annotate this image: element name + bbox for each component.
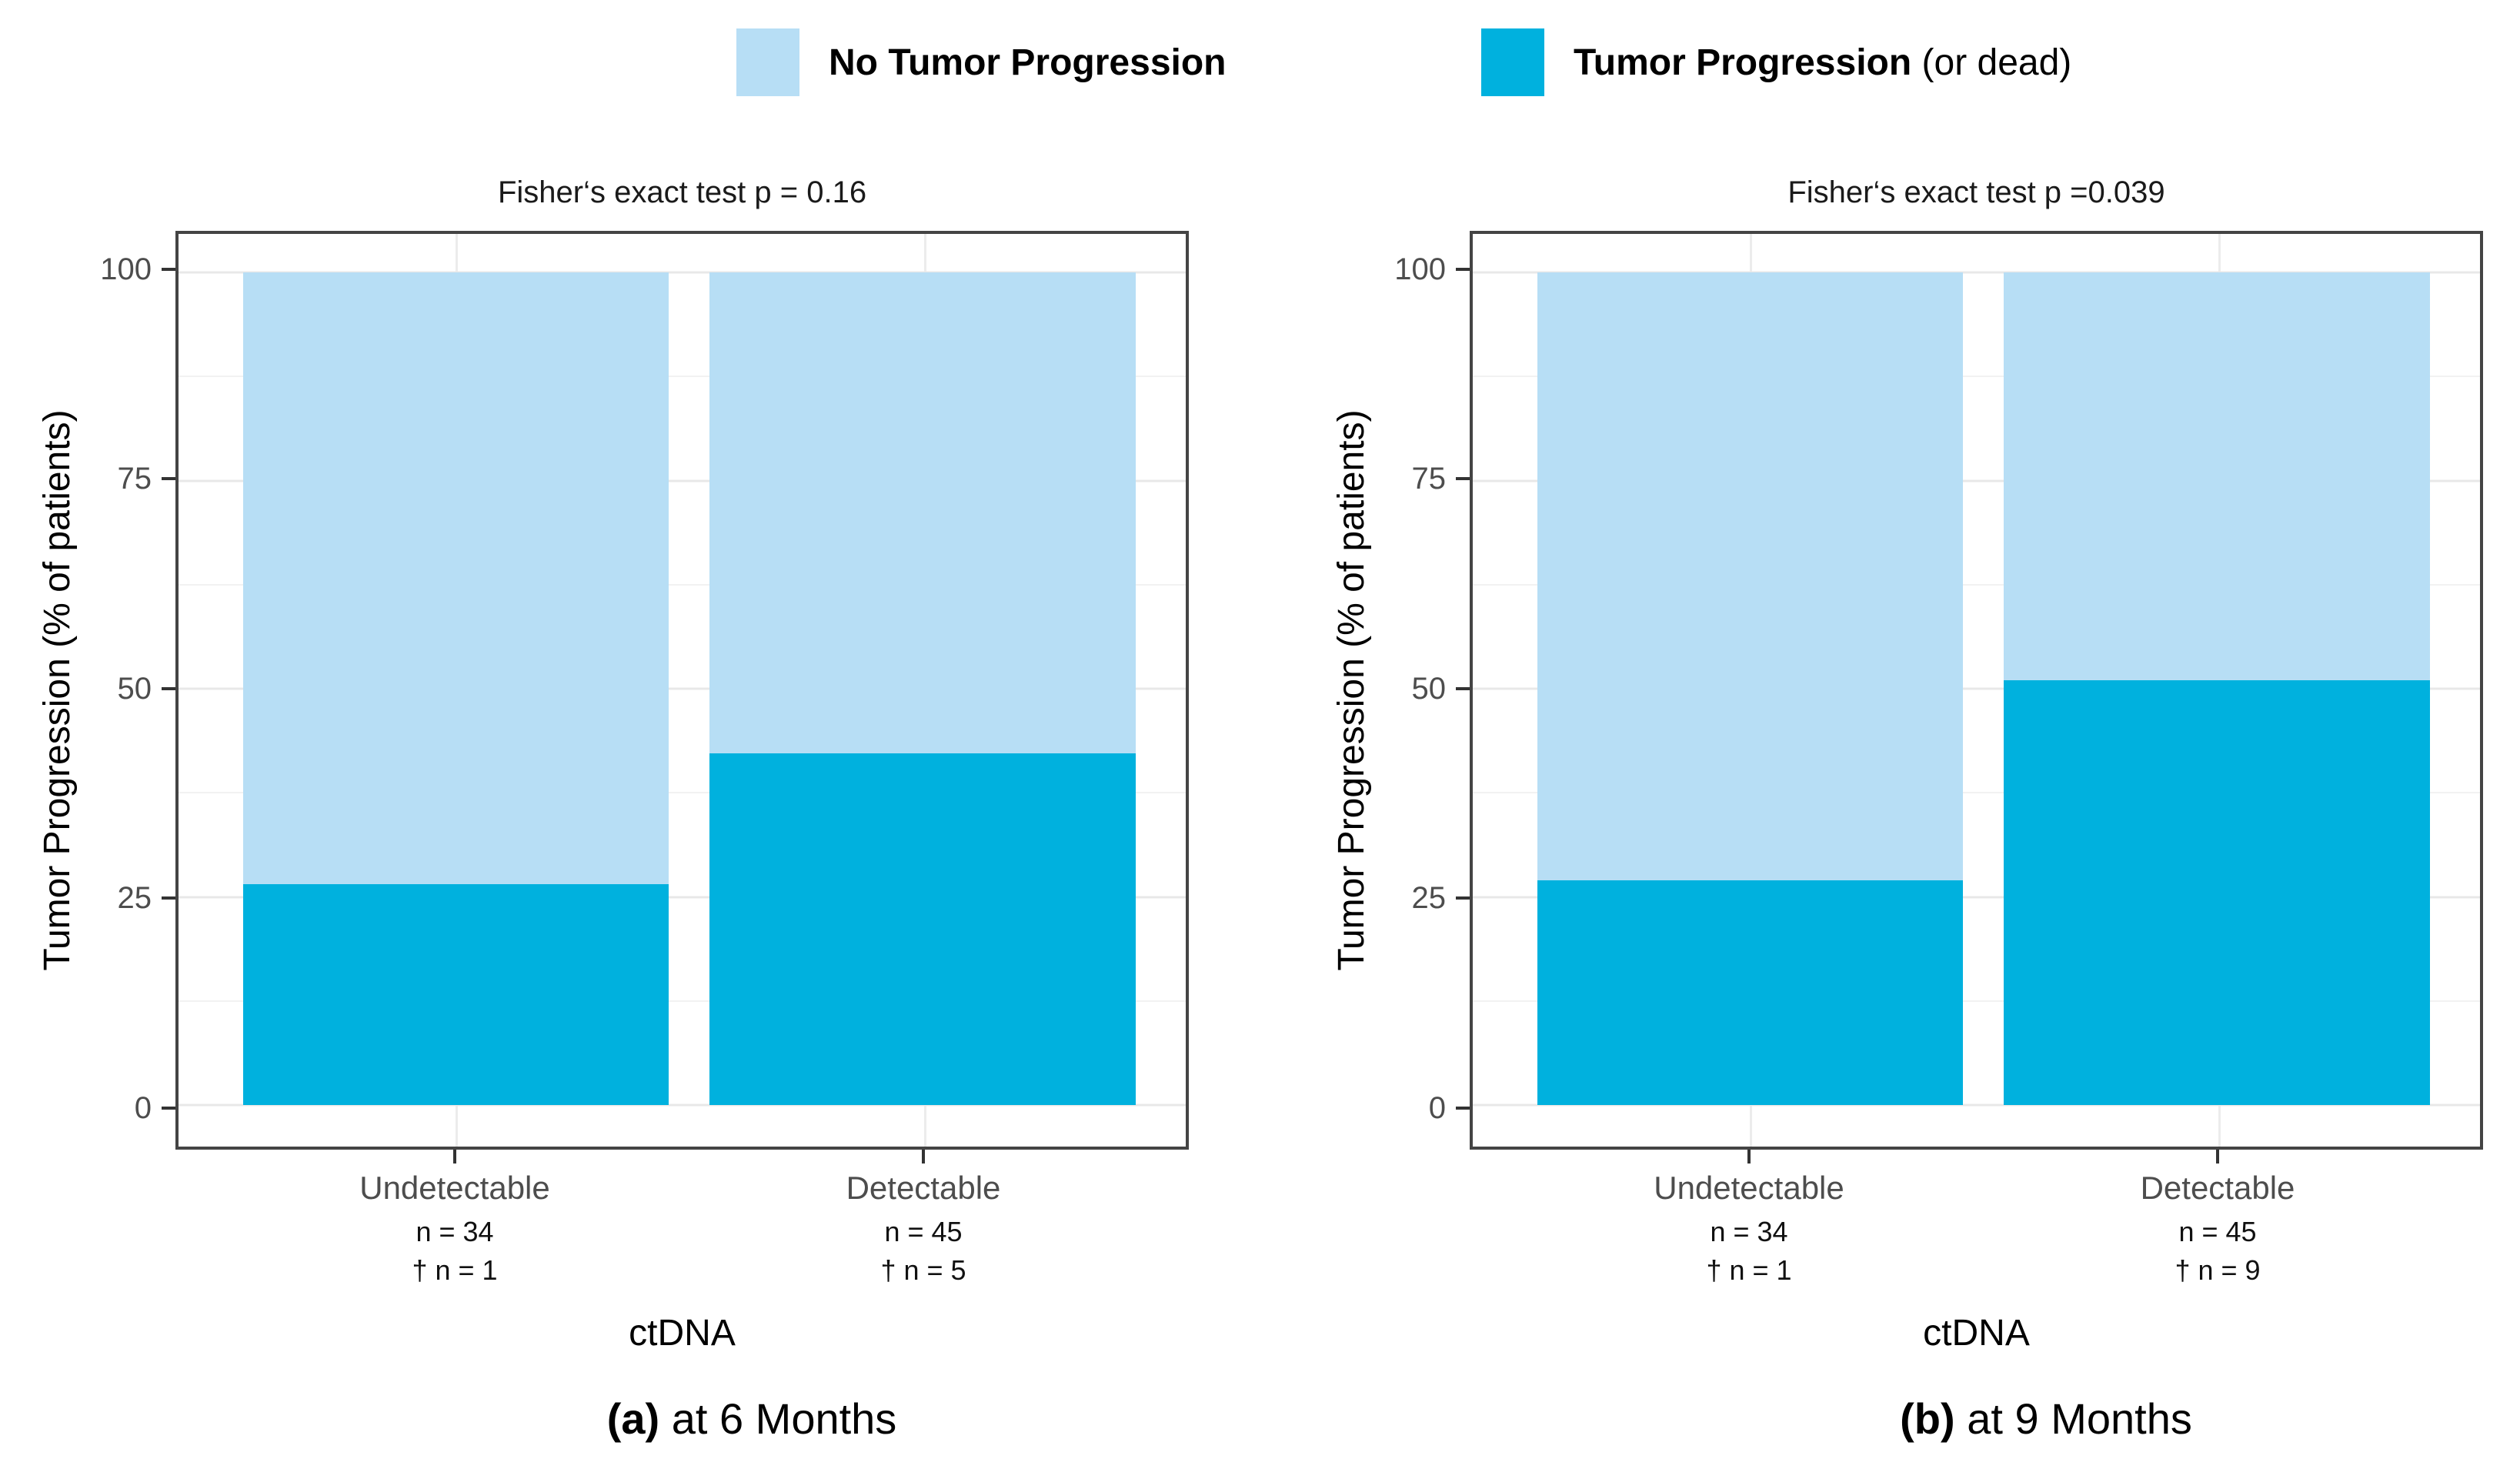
y-tick-mark — [162, 477, 175, 480]
x-tick-mark-undetectable — [1747, 1150, 1751, 1164]
y-tick-label-75: 75 — [117, 462, 152, 496]
legend-swatch-no-progression-icon — [736, 28, 799, 96]
y-tick-label-25: 25 — [117, 881, 152, 915]
n-label-undetectable: n = 34 — [416, 1216, 494, 1247]
subfigure-caption: (b) at 9 Months — [1900, 1394, 2192, 1443]
y-tick-label-25: 25 — [1411, 881, 1447, 915]
segment-progression-undetectable — [242, 884, 669, 1105]
gridline-25 — [179, 896, 1186, 898]
y-tick-label-100: 100 — [100, 252, 152, 286]
y-tick-label-0: 0 — [1428, 1091, 1446, 1125]
bar-detectable — [2004, 272, 2431, 1105]
gridline-minor — [179, 792, 1186, 794]
subfigure-caption: (a) at 6 Months — [606, 1394, 897, 1443]
dagger-label-detectable: † n = 5 — [880, 1254, 966, 1286]
y-tick-mark — [162, 687, 175, 690]
y-tick-label-0: 0 — [134, 1091, 152, 1125]
legend-item-no-progression: No Tumor Progression — [736, 28, 1227, 97]
y-tick-label-75: 75 — [1411, 462, 1447, 496]
chart-title: Fisher‘s exact test p = 0.16 — [497, 175, 867, 209]
gridline-minor — [1473, 792, 2480, 794]
gridline-minor — [179, 583, 1186, 586]
gridline-minor — [179, 376, 1186, 378]
legend-label-no-progression: No Tumor Progression — [829, 42, 1227, 83]
x-category-label-undetectable: Undetectable — [359, 1170, 550, 1206]
chart-6-months: Fisher‘s exact test p = 0.16 Tumor Progr… — [37, 175, 1189, 1443]
n-label-undetectable: n = 34 — [1710, 1216, 1788, 1247]
dagger-label-undetectable: † n = 1 — [1706, 1254, 1792, 1286]
plot-panel — [175, 231, 1189, 1150]
plot-area — [1473, 271, 2480, 1107]
gridline-minor — [1473, 583, 2480, 586]
x-category-label-detectable: Detectable — [846, 1170, 1001, 1206]
y-tick-mark — [162, 268, 175, 271]
chart-title: Fisher‘s exact test p =0.039 — [1787, 175, 2165, 209]
gridline-100 — [179, 271, 1186, 274]
y-tick-mark — [1456, 687, 1470, 690]
x-tick-mark-detectable — [2216, 1150, 2219, 1164]
gridline-minor — [1473, 376, 2480, 378]
segment-progression-undetectable — [1537, 880, 1964, 1105]
y-tick-mark — [1456, 268, 1470, 271]
dagger-label-detectable: † n = 9 — [2175, 1254, 2261, 1286]
legend-label-progression: Tumor Progression (or dead) — [1574, 42, 2072, 83]
x-tick-mark-detectable — [922, 1150, 925, 1164]
gridline-minor — [1473, 1000, 2480, 1002]
x-tick-mark-undetectable — [453, 1150, 456, 1164]
x-category-label-undetectable: Undetectable — [1654, 1170, 1844, 1206]
gridline-50 — [179, 687, 1186, 690]
bar-undetectable — [1537, 272, 1964, 1105]
bar-detectable — [709, 272, 1137, 1105]
y-tick-mark — [1456, 477, 1470, 480]
x-axis-title: ctDNA — [1923, 1313, 2030, 1354]
y-tick-mark — [162, 896, 175, 900]
plot-panel — [1470, 231, 2483, 1150]
legend-swatch-progression-icon — [1481, 28, 1544, 96]
gridline-0 — [1473, 1103, 2480, 1107]
y-tick-mark — [1456, 1107, 1470, 1110]
gridline-minor — [179, 1000, 1186, 1002]
segment-progression-detectable — [709, 753, 1137, 1105]
gridline-100 — [1473, 271, 2480, 274]
n-label-detectable: n = 45 — [2178, 1216, 2257, 1247]
gridline-75 — [179, 479, 1186, 482]
gridline-0 — [179, 1103, 1186, 1107]
legend-item-progression: Tumor Progression (or dead) — [1481, 28, 2071, 97]
y-tick-label-50: 50 — [117, 672, 152, 706]
gridline-75 — [1473, 479, 2480, 482]
plot-area — [179, 271, 1186, 1107]
bar-undetectable — [242, 272, 669, 1105]
y-tick-label-50: 50 — [1411, 672, 1447, 706]
n-label-detectable: n = 45 — [884, 1216, 963, 1247]
x-axis-title: ctDNA — [629, 1313, 736, 1354]
dagger-label-undetectable: † n = 1 — [412, 1254, 498, 1286]
chart-9-months: Fisher‘s exact test p =0.039 Tumor Progr… — [1294, 0, 2520, 1479]
segment-progression-detectable — [2004, 680, 2431, 1105]
x-category-label-detectable: Detectable — [2140, 1170, 2295, 1206]
y-tick-label-100: 100 — [1394, 252, 1446, 286]
y-tick-mark — [1456, 896, 1470, 900]
y-tick-mark — [162, 1107, 175, 1110]
gridline-25 — [1473, 896, 2480, 898]
gridline-50 — [1473, 687, 2480, 690]
